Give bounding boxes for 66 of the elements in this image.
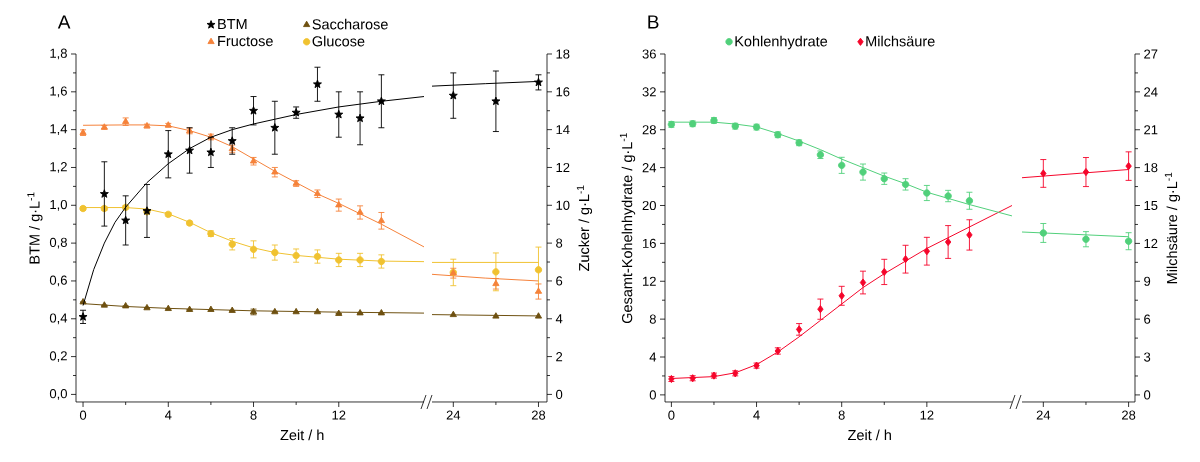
y-tick-label: 0,0 [49, 389, 67, 400]
y-tick-label: 1,8 [50, 48, 67, 60]
y-tick-label: 20 [642, 200, 656, 211]
y2-tick-label: 21 [1144, 125, 1158, 135]
y-tick-label: 0,2 [49, 351, 67, 362]
y2-axis-title: Zucker / g·L$^{-1}$ [576, 185, 593, 271]
legend-label: Milchsäure [866, 35, 935, 47]
y2-tick-label: 6 [1144, 314, 1151, 324]
legend-label: Saccharose [312, 18, 388, 30]
x-axis-title: Zeit / h [848, 429, 891, 441]
y2-tick-label: 15 [1144, 200, 1158, 211]
y-tick-label: 32 [642, 87, 656, 97]
y2-axis-title: Milchsäure / g·L$^{-1}$ [1164, 172, 1181, 284]
x-tick-label: 4 [164, 410, 172, 420]
y2-tick-label: 24 [1144, 87, 1158, 97]
y-tick-label: 36 [642, 49, 656, 59]
y-tick-label: 1,6 [50, 86, 67, 98]
y2-tick-label: 3 [1144, 352, 1151, 362]
y-tick-label: 28 [642, 125, 656, 135]
y2-tick-label: 10 [556, 200, 570, 210]
x-tick-label: 8 [250, 410, 257, 420]
y-tick-label: 12 [643, 276, 656, 286]
y-tick-label: 1,4 [50, 124, 68, 135]
y2-tick-label: 27 [1144, 49, 1158, 59]
y2-tick-label: 12 [556, 162, 570, 173]
y-tick-label: 0,6 [49, 275, 67, 287]
y2-tick-label: 18 [556, 49, 570, 59]
y2-tick-label: 12 [1144, 238, 1158, 248]
y2-tick-label: 18 [1144, 163, 1158, 173]
y-tick-label: 8 [649, 314, 656, 324]
x-tick-label: 12 [920, 410, 934, 420]
y-axis-title: BTM / g·L$^{-1}$ [27, 192, 43, 264]
x-tick-label: 0 [79, 410, 87, 420]
chart-title: A [57, 15, 71, 29]
chart-title: B [648, 15, 659, 29]
y2-tick-label: 6 [556, 276, 563, 286]
y2-tick-label: 14 [556, 125, 570, 135]
y2-tick-label: 0 [556, 389, 563, 400]
y-tick-label: 0,4 [49, 313, 68, 325]
y-tick-label: 1,2 [50, 162, 67, 173]
legend-label: Glucose [312, 35, 365, 47]
legend-label: Fructose [218, 36, 273, 47]
y2-tick-label: 8 [556, 238, 563, 248]
y-tick-label: 16 [643, 238, 656, 248]
y2-tick-label: 2 [556, 352, 563, 362]
x-tick-label: 4 [753, 410, 760, 420]
x-tick-label: 28 [531, 410, 546, 420]
y-tick-label: 24 [642, 163, 657, 173]
legend-label: Kohlenhydrate [735, 35, 828, 50]
x-tick-label: 28 [1122, 410, 1136, 420]
x-axis-title: Zeit / h [280, 429, 324, 441]
y2-tick-label: 4 [555, 314, 563, 324]
y2-tick-label: 9 [1144, 276, 1151, 286]
x-tick-label: 24 [446, 410, 461, 420]
y-axis-title: Gesamt-Kohelnhydrate / g·L$^{-1}$ [619, 133, 636, 324]
x-tick-label: 24 [1036, 410, 1051, 420]
y-tick-label: 0,8 [49, 237, 67, 249]
x-tick-label: 8 [838, 410, 845, 420]
x-tick-label: 0 [668, 410, 675, 420]
y-tick-label: 4 [649, 352, 657, 362]
y-tick-label: 1,0 [50, 199, 67, 211]
y2-tick-label: 16 [556, 87, 570, 97]
x-tick-label: 12 [332, 410, 346, 420]
y2-tick-label: 0 [1144, 390, 1151, 400]
legend-label: BTM [218, 19, 247, 30]
y-tick-label: 0 [649, 390, 656, 400]
